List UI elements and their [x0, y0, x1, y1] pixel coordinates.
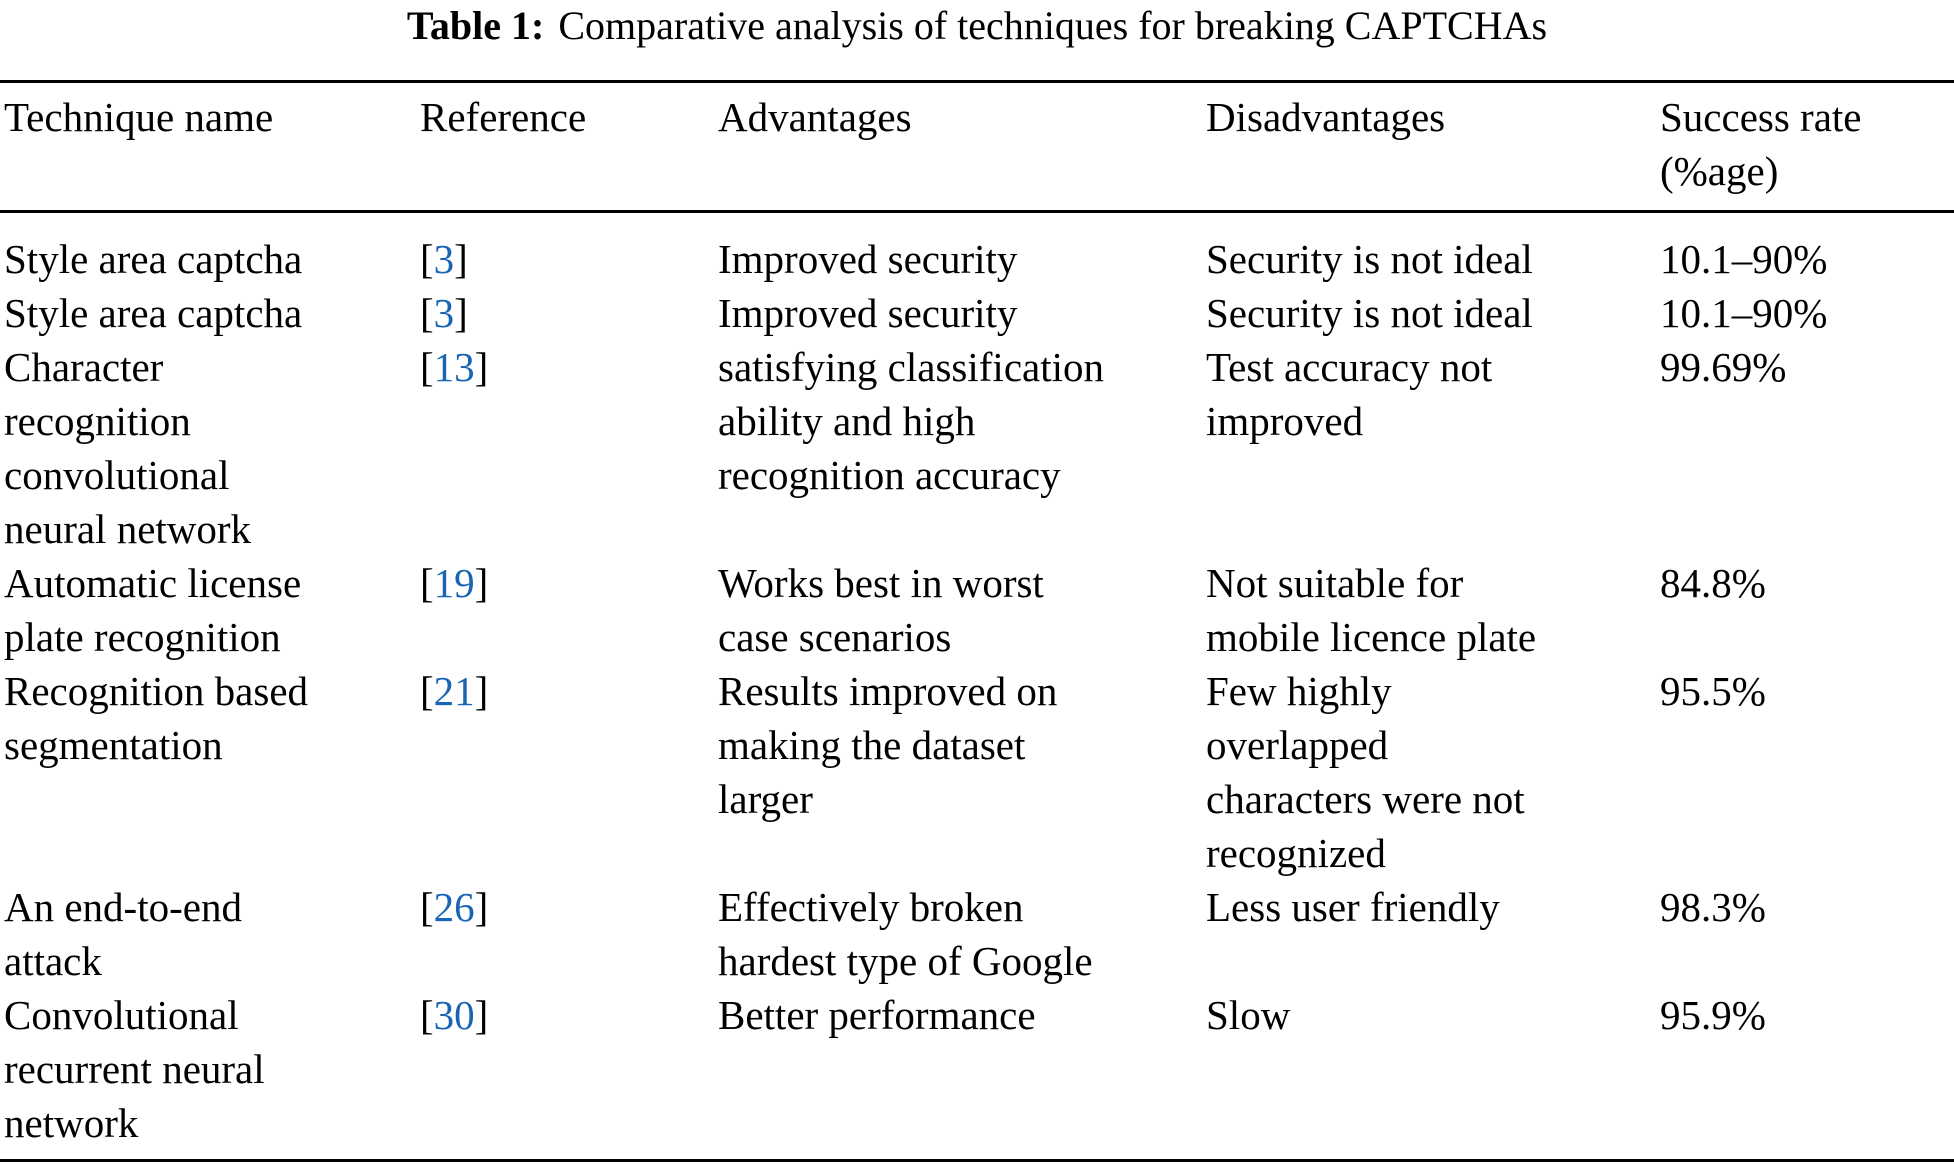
cell-advantages: Better performance [718, 992, 1036, 1038]
reference-link[interactable]: [21] [420, 668, 489, 714]
bottom-rule [0, 1159, 1954, 1162]
cell-technique: Convolutional recurrent neural network [4, 992, 265, 1146]
cell-advantages: Works best in worst case scenarios [718, 560, 1044, 660]
reference-link[interactable]: [3] [420, 290, 468, 336]
cell-success-rate: 95.9% [1660, 992, 1766, 1038]
cell-disadvantages: Not suitable for mobile licence plate [1206, 560, 1537, 660]
cell-technique: Automatic license plate recognition [4, 560, 302, 660]
header-advantages: Advantages [718, 94, 912, 140]
cell-success-rate: 10.1–90% [1660, 236, 1828, 282]
table-caption-text: Comparative analysis of techniques for b… [558, 3, 1548, 48]
header-disadvantages: Disadvantages [1206, 94, 1446, 140]
cell-success-rate: 10.1–90% [1660, 290, 1828, 336]
reference-number[interactable]: 13 [433, 344, 475, 390]
cell-advantages: Improved security [718, 290, 1018, 336]
cell-technique: An end-to-end attack [4, 884, 242, 984]
cell-disadvantages: Few highly overlapped characters were no… [1206, 668, 1525, 876]
reference-number[interactable]: 26 [433, 884, 475, 930]
top-rule [0, 80, 1954, 83]
cell-disadvantages: Security is not ideal [1206, 290, 1533, 336]
cell-technique: Style area captcha [4, 236, 303, 282]
reference-number[interactable]: 19 [433, 560, 475, 606]
cell-success-rate: 95.5% [1660, 668, 1766, 714]
table-caption-label: Table 1: [406, 3, 545, 48]
reference-link[interactable]: [13] [420, 344, 489, 390]
cell-advantages: Effectively broken hardest type of Googl… [718, 884, 1093, 984]
cell-advantages: Improved security [718, 236, 1018, 282]
cell-advantages: satisfying classification ability and hi… [718, 344, 1104, 498]
reference-number[interactable]: 3 [433, 236, 455, 282]
cell-disadvantages: Test accuracy not improved [1206, 344, 1493, 444]
header-rule [0, 210, 1954, 213]
reference-link[interactable]: [30] [420, 992, 489, 1038]
reference-link[interactable]: [26] [420, 884, 489, 930]
cell-disadvantages: Slow [1206, 992, 1291, 1038]
reference-number[interactable]: 21 [433, 668, 475, 714]
cell-technique: Character recognition convolutional neur… [4, 344, 252, 552]
cell-disadvantages: Less user friendly [1206, 884, 1500, 930]
header-reference: Reference [420, 94, 587, 140]
cell-success-rate: 84.8% [1660, 560, 1766, 606]
table-caption: Table 1: Comparative analysis of techniqu… [0, 0, 1954, 52]
cell-technique: Recognition based segmentation [4, 668, 309, 768]
cell-success-rate: 99.69% [1660, 344, 1787, 390]
cell-advantages: Results improved on making the dataset l… [718, 668, 1058, 822]
reference-number[interactable]: 30 [433, 992, 475, 1038]
reference-link[interactable]: [3] [420, 236, 468, 282]
cell-disadvantages: Security is not ideal [1206, 236, 1533, 282]
reference-number[interactable]: 3 [433, 290, 455, 336]
cell-success-rate: 98.3% [1660, 884, 1766, 930]
header-technique-name: Technique name [4, 94, 274, 140]
reference-link[interactable]: [19] [420, 560, 489, 606]
cell-technique: Style area captcha [4, 290, 303, 336]
header-success-rate: Success rate (%age) [1660, 94, 1862, 194]
